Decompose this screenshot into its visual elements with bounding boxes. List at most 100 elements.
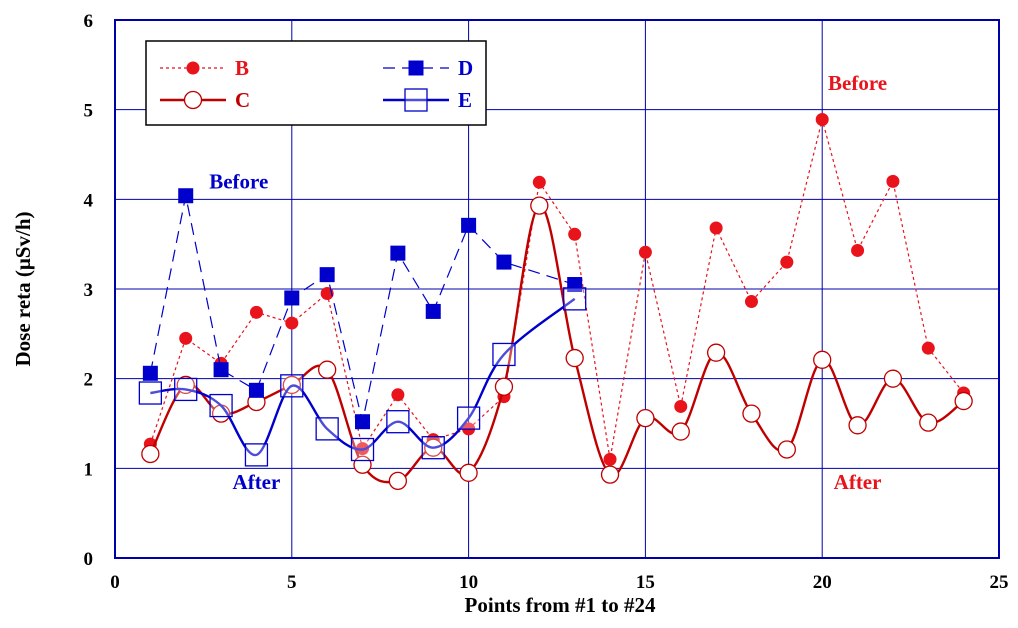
annotation-label: After	[233, 470, 281, 494]
x-tick-label: 20	[813, 572, 832, 593]
data-point	[532, 175, 546, 189]
data-point	[671, 422, 690, 441]
x-tick-label: 15	[636, 572, 655, 593]
data-point	[319, 267, 335, 283]
data-point	[563, 287, 587, 311]
data-point	[350, 437, 375, 462]
data-point	[461, 217, 477, 233]
data-point	[459, 463, 478, 482]
data-point	[284, 290, 300, 306]
data-point	[674, 399, 688, 413]
data-point	[815, 113, 829, 127]
y-tick-label: 6	[84, 11, 94, 32]
data-point	[390, 245, 406, 261]
series-E	[138, 287, 587, 467]
data-point	[425, 303, 441, 319]
y-tick-label: 1	[84, 459, 94, 480]
data-point	[492, 342, 516, 367]
data-point	[883, 369, 903, 388]
data-point	[138, 381, 163, 405]
data-point	[456, 406, 481, 430]
y-tick-label: 2	[84, 370, 94, 391]
y-tick-label: 5	[84, 101, 94, 122]
x-tick-label: 10	[459, 572, 478, 593]
annotation-label: After	[834, 470, 882, 494]
data-point	[636, 408, 655, 428]
x-tick-label: 5	[287, 572, 297, 593]
data-point	[813, 350, 832, 369]
legend-marker	[408, 60, 424, 76]
data-point	[600, 465, 620, 484]
legend-item-B: B	[160, 56, 249, 80]
series-D	[142, 188, 583, 430]
data-point	[280, 374, 304, 398]
data-point	[706, 343, 726, 362]
data-point	[248, 382, 264, 398]
annotation-label: Before	[828, 71, 887, 95]
data-point	[285, 316, 299, 330]
x-tick-label: 25	[990, 572, 1009, 593]
data-point	[886, 174, 900, 188]
data-point	[355, 414, 371, 430]
data-point	[709, 221, 723, 235]
data-point	[780, 255, 794, 269]
data-point	[496, 254, 512, 270]
data-point	[568, 227, 582, 241]
data-point	[848, 416, 867, 435]
data-point	[315, 417, 339, 441]
data-point	[318, 360, 337, 379]
legend-label: B	[235, 56, 249, 80]
series-layer	[138, 113, 973, 491]
data-point	[919, 413, 938, 432]
y-tick-label: 4	[84, 190, 94, 211]
legend-item-D: D	[383, 56, 473, 80]
data-point	[494, 377, 514, 396]
x-axis-label: Points from #1 to #24	[465, 593, 656, 617]
data-point	[391, 388, 405, 402]
data-point	[178, 188, 194, 204]
legend-label: E	[458, 88, 472, 112]
data-point	[921, 341, 935, 355]
data-point	[174, 377, 198, 402]
legend-item-E: E	[383, 88, 472, 112]
data-point	[249, 305, 263, 319]
annotations: Before After Before After	[209, 71, 887, 494]
data-point	[638, 245, 652, 259]
legend-label: C	[235, 88, 250, 112]
data-point	[954, 391, 973, 411]
data-point	[142, 365, 158, 381]
x-tick-label: 0	[110, 572, 120, 593]
series-line-E	[150, 297, 576, 457]
data-point	[744, 295, 758, 309]
legend: BC DE	[145, 40, 487, 126]
data-point	[386, 410, 410, 434]
legend-label: D	[458, 56, 473, 80]
y-axis-label: Dose reta (μSv/h)	[11, 211, 35, 366]
data-point	[603, 452, 617, 466]
data-point	[141, 444, 160, 464]
legend-marker	[404, 88, 428, 112]
series-C	[141, 196, 973, 491]
y-tick-label: 3	[84, 280, 94, 301]
data-point	[742, 404, 761, 423]
data-point	[851, 243, 865, 257]
data-point	[388, 471, 408, 491]
data-point	[209, 393, 233, 418]
y-tick-label: 0	[84, 549, 94, 570]
data-point	[421, 436, 445, 460]
data-point	[565, 348, 584, 368]
tick-labels: 0 5 10 15 20 25 0 1 2 3 4 5 6	[84, 11, 1009, 593]
data-point	[530, 196, 549, 215]
data-point	[179, 331, 193, 345]
data-point	[244, 443, 269, 467]
series-line-C	[149, 204, 965, 484]
data-point	[777, 440, 796, 459]
annotation-label: Before	[209, 169, 268, 193]
legend-item-C: C	[160, 88, 250, 112]
legend-marker	[183, 90, 203, 110]
legend-box	[145, 40, 487, 126]
data-point	[213, 362, 229, 378]
legend-marker	[186, 61, 200, 75]
plot-area-frame	[114, 19, 1000, 559]
